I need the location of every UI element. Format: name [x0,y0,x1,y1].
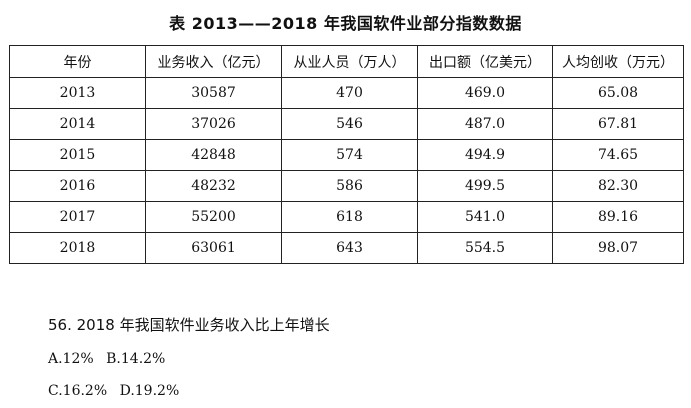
column-header-revenue: 业务收入（亿元） [145,45,282,78]
table-row: 2013 30587 470 469.0 65.08 [9,77,684,109]
table-cell: 487.0 [417,108,553,140]
table-cell: 618 [281,201,418,233]
table-cell: 74.65 [552,139,684,171]
table-cell: 98.07 [552,232,684,264]
option-a[interactable]: A.12% [48,351,94,367]
table-row: 2015 42848 574 494.9 74.65 [9,139,684,171]
table-cell: 37026 [145,108,282,140]
table-cell: 67.81 [552,108,684,140]
table-cell: 541.0 [417,201,553,233]
options-line-1: A.12% B.14.2% [48,351,173,367]
table-row: 2018 63061 643 554.5 98.07 [9,232,684,264]
table-title: 表 2013——2018 年我国软件业部分指数数据 [169,14,522,33]
column-header-employees: 从业人员（万人） [281,45,418,78]
table-cell: 2017 [9,201,146,233]
table-row: 2016 48232 586 499.5 82.30 [9,170,684,202]
table-cell: 546 [281,108,418,140]
table-cell: 574 [281,139,418,171]
table-cell: 42848 [145,139,282,171]
table-row: 2017 55200 618 541.0 89.16 [9,201,684,233]
options-line-2: C.16.2% D.19.2% [48,383,187,399]
table-cell: 63061 [145,232,282,264]
table-cell: 499.5 [417,170,553,202]
table-cell: 2016 [9,170,146,202]
table-cell: 2015 [9,139,146,171]
table-row: 2014 37026 546 487.0 67.81 [9,108,684,140]
data-table: 年份 业务收入（亿元） 从业人员（万人） 出口额（亿美元） 人均创收（万元） 2… [9,45,684,264]
table-cell: 470 [281,77,418,109]
table-cell: 2018 [9,232,146,264]
table-cell: 65.08 [552,77,684,109]
option-c[interactable]: C.16.2% [48,383,108,399]
table-cell: 89.16 [552,201,684,233]
table-cell: 55200 [145,201,282,233]
column-header-exports: 出口额（亿美元） [417,45,553,78]
option-b[interactable]: B.14.2% [106,351,166,367]
question-text: 56. 2018 年我国软件业务收入比上年增长 [48,316,330,334]
table-cell: 2014 [9,108,146,140]
option-d[interactable]: D.19.2% [119,383,180,399]
table-cell: 494.9 [417,139,553,171]
table-cell: 48232 [145,170,282,202]
table-cell: 2013 [9,77,146,109]
table-cell: 643 [281,232,418,264]
table-cell: 82.30 [552,170,684,202]
table-cell: 469.0 [417,77,553,109]
table-cell: 586 [281,170,418,202]
table-header-row: 年份 业务收入（亿元） 从业人员（万人） 出口额（亿美元） 人均创收（万元） [9,45,684,78]
table-cell: 554.5 [417,232,553,264]
column-header-year: 年份 [9,45,146,78]
table-cell: 30587 [145,77,282,109]
column-header-per-capita-revenue: 人均创收（万元） [552,45,684,78]
